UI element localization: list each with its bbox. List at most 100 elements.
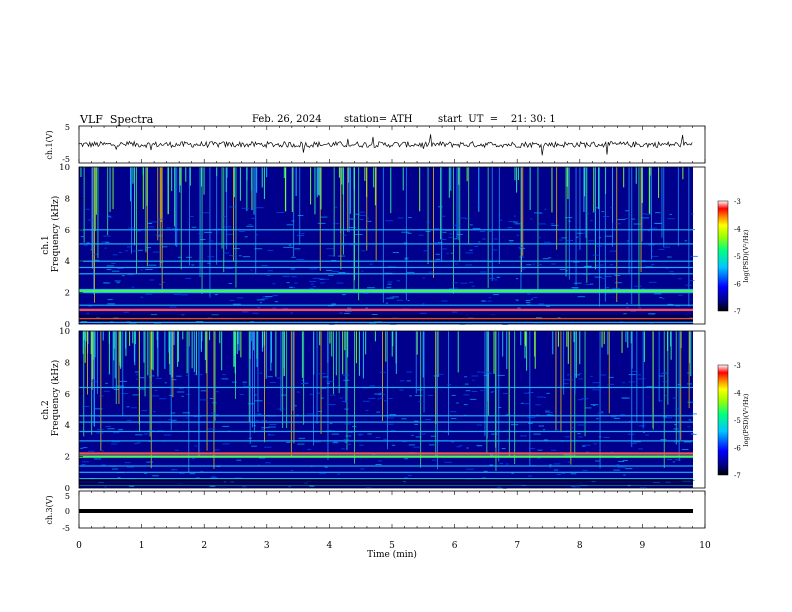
spectrogram-speckle [690, 255, 698, 257]
spectrogram-speckle [196, 321, 204, 323]
spectrogram-speckle [391, 266, 396, 268]
spectrogram-burst [120, 331, 122, 368]
spectrogram-burst [529, 167, 531, 210]
spectrogram-burst [152, 331, 154, 371]
spectrogram-speckle [214, 391, 219, 393]
spectrogram-speckle [129, 322, 137, 324]
spectrogram-speckle [481, 300, 487, 302]
spectrogram-sferic [199, 167, 201, 278]
spectrogram-burst [516, 167, 518, 193]
spectrogram-sferic [555, 331, 557, 431]
spectrogram-speckle [426, 221, 430, 223]
spectrogram-speckle [230, 481, 234, 483]
spectrogram-speckle [254, 248, 263, 250]
spectrogram-speckle [290, 469, 294, 471]
spectrogram-sferic [570, 331, 572, 465]
spectrogram-burst [283, 167, 285, 178]
spectrogram-speckle [550, 223, 555, 225]
spectrogram-speckle [622, 382, 626, 384]
spectrogram-speckle [209, 398, 214, 399]
spectrogram-speckle [98, 482, 105, 484]
spectrogram-speckle [272, 283, 276, 285]
spectrogram-speckle [309, 268, 318, 270]
ch1-ytick-5: 5 [65, 123, 70, 132]
spectrogram-speckle [677, 384, 681, 386]
spectrogram-speckle [341, 448, 345, 450]
spectrogram-speckle [111, 443, 118, 445]
spectrogram-burst [355, 331, 357, 364]
spectrogram-sferic [375, 167, 377, 261]
spectrogram-sferic [320, 331, 322, 434]
xtick-label-4: 4 [327, 541, 333, 551]
spectrogram-burst [256, 167, 258, 193]
spectrogram-sferic [223, 167, 225, 273]
spectrogram-speckle [153, 411, 156, 413]
spectrogram-speckle [585, 283, 593, 285]
spectrogram-speckle [91, 380, 98, 382]
spectrogram-speckle [492, 249, 498, 251]
spectrogram-speckle [625, 210, 629, 212]
ch3-ytick-5: 5 [65, 492, 70, 501]
freq-tick-label-8: 8 [65, 194, 70, 204]
spectrogram-speckle [539, 223, 546, 225]
spectrogram-speckle [344, 441, 347, 443]
spectrogram-speckle [532, 263, 535, 265]
spectrogram-speckle [164, 382, 167, 384]
spectrogram-speckle [254, 413, 262, 415]
spectrogram-sferic [688, 167, 690, 307]
spectrogram-speckle [352, 426, 357, 428]
spectrogram-burst [253, 331, 255, 351]
spectrogram-speckle [578, 378, 583, 380]
freq-tick-label-2: 2 [65, 453, 70, 463]
spectrogram-burst [147, 331, 149, 376]
spectrogram-speckle [477, 371, 481, 373]
spectrogram-speckle [597, 412, 604, 414]
spectrogram-speckle [171, 469, 175, 471]
spectrogram-speckle [685, 284, 692, 286]
spectrogram-speckle [538, 425, 544, 427]
spectrogram-speckle [296, 391, 300, 393]
spectrogram-sferic [667, 331, 669, 405]
spectrogram-speckle [559, 239, 563, 241]
spectrogram-speckle [149, 376, 152, 378]
spectrogram-speckle [487, 230, 492, 232]
spectrogram-speckle [520, 402, 524, 404]
spectrogram-speckle [599, 436, 602, 438]
spectrogram-speckle [638, 307, 642, 309]
spectrogram-speckle [341, 400, 348, 402]
spectrogram-speckle [477, 207, 480, 208]
spectrogram-speckle [365, 409, 369, 411]
spectrogram-burst [534, 331, 536, 369]
spectrogram-speckle [624, 218, 628, 220]
spectrogram-speckle [307, 413, 315, 415]
spectrogram-speckle [626, 302, 629, 304]
spectrogram-speckle [454, 238, 457, 240]
spectrogram-speckle [614, 274, 621, 276]
spectrogram-sferic [94, 167, 95, 303]
spectrogram-sferic [252, 331, 253, 428]
spectrogram-speckle [513, 215, 516, 217]
spectrogram-burst [607, 331, 609, 355]
spectrogram-speckle [603, 436, 610, 438]
spectrogram-speckle [507, 227, 513, 229]
spectrogram-speckle [662, 381, 670, 383]
spectrogram-band [79, 430, 693, 433]
xtick-label-1: 1 [139, 541, 145, 551]
spectrogram-speckle [317, 392, 322, 394]
spectrogram-strong-band [79, 455, 693, 458]
spectrogram-speckle [276, 377, 283, 379]
spectrogram-speckle [232, 248, 240, 249]
spectrogram-speckle [136, 378, 140, 380]
spectrogram-speckle [391, 444, 396, 446]
spectrogram-speckle [554, 469, 559, 471]
ch2-colorbar-label: log(PSD)(V²/Hz) [742, 393, 750, 446]
spectrogram-dark-band [79, 479, 693, 481]
spectrogram-speckle [585, 451, 590, 453]
spectrogram-strong-band [79, 452, 693, 455]
spectrogram-burst [179, 167, 181, 186]
spectrogram-burst [270, 331, 272, 363]
spectrogram-speckle [485, 371, 490, 373]
spectrogram-sferic [175, 167, 176, 246]
spectrogram-speckle [222, 216, 228, 218]
